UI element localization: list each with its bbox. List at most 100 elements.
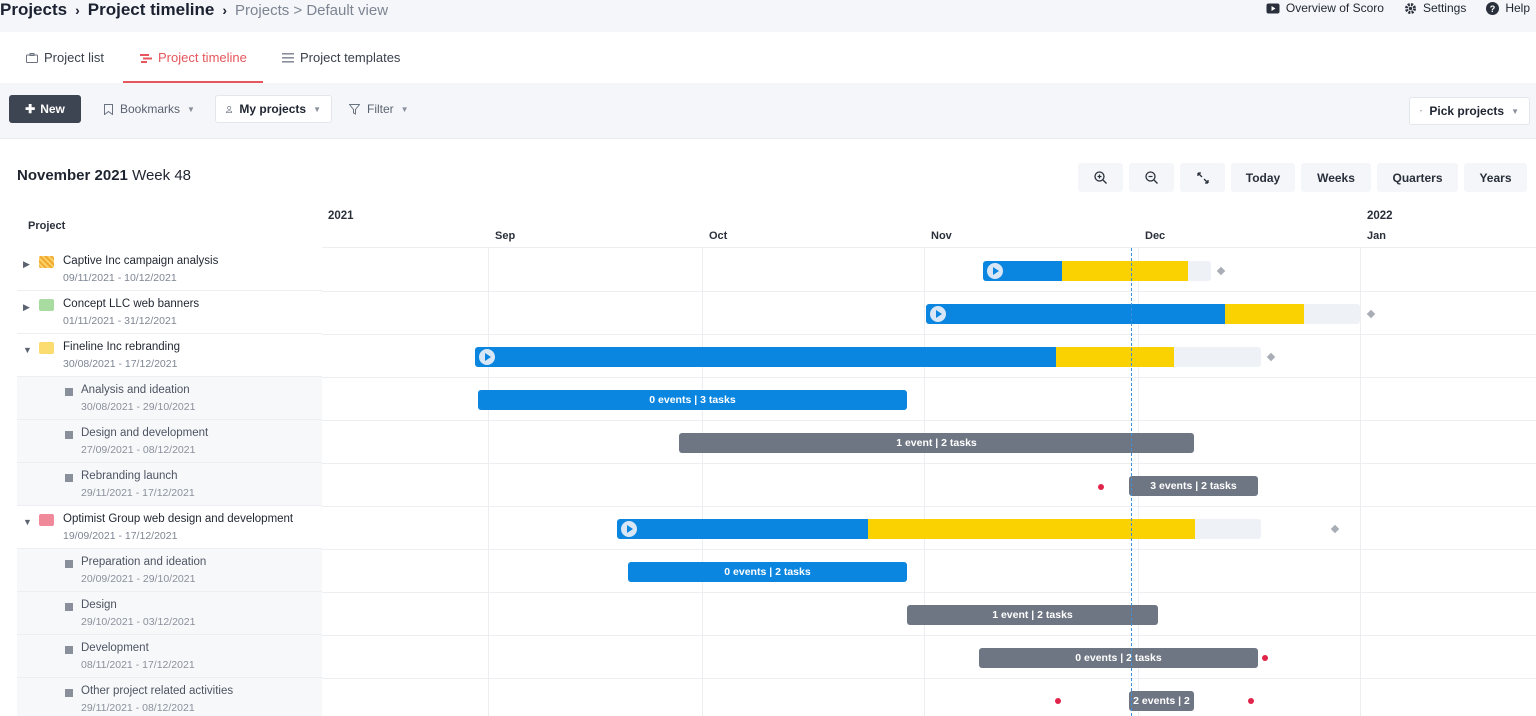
collapse-arrow-icon[interactable]: ▼ — [23, 345, 32, 355]
timeline-header: 2021 2022 Sep Oct Nov Dec Jan — [322, 205, 1536, 248]
bar-done-segment — [926, 304, 1225, 324]
settings-link[interactable]: Settings — [1404, 1, 1466, 15]
active-tab-indicator — [123, 81, 263, 83]
zoom-in-button[interactable] — [1078, 163, 1123, 192]
tab-bar: Project list Project timeline Project te… — [0, 32, 1536, 83]
phase-bar[interactable]: 0 events | 2 tasks — [628, 562, 907, 582]
event-dot[interactable] — [1098, 484, 1104, 490]
phase-row[interactable]: Analysis and ideation 30/08/2021 - 29/10… — [17, 377, 322, 420]
breadcrumb-current: Project timeline — [87, 0, 215, 19]
bar-done-segment — [475, 347, 1056, 367]
row-separator — [322, 549, 1536, 550]
tab-project-timeline[interactable]: Project timeline — [123, 32, 263, 83]
tab-label: Project templates — [300, 50, 401, 65]
expand-arrow-icon[interactable]: ▶ — [23, 259, 30, 269]
today-button[interactable]: Today — [1231, 163, 1295, 192]
project-bar-fineline[interactable] — [475, 347, 1261, 367]
row-title[interactable]: Preparation and ideation — [81, 556, 207, 568]
row-title[interactable]: Concept LLC web banners — [63, 298, 200, 310]
bookmarks-dropdown[interactable]: Bookmarks ▼ — [94, 95, 205, 123]
row-dates: 20/09/2021 - 29/10/2021 — [81, 573, 196, 585]
chevron-down-icon: ▼ — [1511, 106, 1519, 116]
row-title[interactable]: Other project related activities — [81, 685, 234, 697]
row-title[interactable]: Optimist Group web design and developmen… — [63, 513, 294, 525]
weeks-button[interactable]: Weeks — [1301, 163, 1371, 192]
fit-to-screen-button[interactable] — [1180, 163, 1225, 192]
project-bar-concept[interactable] — [926, 304, 1360, 324]
row-title[interactable]: Rebranding launch — [81, 470, 178, 482]
milestone-icon[interactable] — [1366, 309, 1376, 319]
my-projects-dropdown[interactable]: My projects ▼ — [215, 95, 332, 123]
row-title[interactable]: Development — [81, 642, 149, 654]
row-separator — [322, 506, 1536, 507]
row-separator — [322, 463, 1536, 464]
overview-link[interactable]: Overview of Scoro — [1266, 1, 1384, 15]
tab-project-templates[interactable]: Project templates — [282, 32, 400, 83]
project-bar-captive[interactable] — [983, 261, 1211, 281]
timeline-area[interactable]: 2021 2022 Sep Oct Nov Dec Jan — [322, 205, 1536, 716]
row-title[interactable]: Design — [81, 599, 117, 611]
bar-done-segment — [983, 261, 1062, 281]
milestone-icon[interactable] — [1216, 266, 1226, 276]
row-separator — [322, 592, 1536, 593]
phase-bar[interactable]: 3 events | 2 tasks — [1129, 476, 1258, 496]
bookmark-icon — [104, 103, 113, 115]
years-button[interactable]: Years — [1464, 163, 1527, 192]
project-bar-optimist[interactable] — [617, 519, 1261, 539]
chevron-down-icon: ▼ — [187, 104, 195, 114]
project-color-icon — [39, 342, 54, 354]
phase-row[interactable]: Other project related activities 29/11/2… — [17, 678, 322, 716]
phase-row[interactable]: Rebranding launch 29/11/2021 - 17/12/202… — [17, 463, 322, 506]
event-dot[interactable] — [1055, 698, 1061, 704]
phase-row[interactable]: Preparation and ideation 20/09/2021 - 29… — [17, 549, 322, 592]
breadcrumb-root[interactable]: Projects — [0, 0, 68, 19]
phase-row[interactable]: Design 29/10/2021 - 03/12/2021 — [17, 592, 322, 635]
phase-bar[interactable]: 2 events | 2 — [1129, 691, 1194, 711]
row-separator — [322, 334, 1536, 335]
play-icon[interactable] — [621, 521, 637, 537]
expand-arrow-icon[interactable]: ▶ — [23, 302, 30, 312]
phase-row[interactable]: Development 08/11/2021 - 17/12/2021 — [17, 635, 322, 678]
phase-bar[interactable]: 0 events | 3 tasks — [478, 390, 907, 410]
zoom-out-icon — [1145, 171, 1158, 184]
row-title[interactable]: Fineline Inc rebranding — [63, 341, 180, 353]
month-label: Oct — [709, 230, 728, 242]
phase-icon — [65, 603, 73, 611]
project-row-fineline[interactable]: ▼ Fineline Inc rebranding 30/08/2021 - 1… — [17, 334, 322, 377]
filter-dropdown[interactable]: Filter ▼ — [339, 95, 419, 123]
milestone-icon[interactable] — [1330, 524, 1340, 534]
phase-bar[interactable]: 1 event | 2 tasks — [679, 433, 1194, 453]
help-label: Help — [1505, 1, 1530, 15]
help-link[interactable]: ? Help — [1486, 1, 1530, 15]
event-dot[interactable] — [1262, 655, 1268, 661]
project-row-captive[interactable]: ▶ Captive Inc campaign analysis 09/11/20… — [17, 248, 322, 291]
phase-bar[interactable]: 1 event | 2 tasks — [907, 605, 1158, 625]
play-icon[interactable] — [930, 306, 946, 322]
phase-row[interactable]: Design and development 27/09/2021 - 08/1… — [17, 420, 322, 463]
milestone-icon[interactable] — [1266, 352, 1276, 362]
play-icon[interactable] — [479, 349, 495, 365]
row-title[interactable]: Analysis and ideation — [81, 384, 190, 396]
pick-projects-dropdown[interactable]: Pick projects ▼ — [1409, 97, 1530, 125]
breadcrumb-view[interactable]: Projects > Default view — [235, 1, 389, 19]
briefcase-icon — [26, 52, 38, 63]
filter-icon — [349, 103, 360, 115]
row-title[interactable]: Captive Inc campaign analysis — [63, 255, 219, 267]
collapse-arrow-icon[interactable]: ▼ — [23, 517, 32, 527]
phase-bar[interactable]: 0 events | 2 tasks — [979, 648, 1258, 668]
zoom-out-button[interactable] — [1129, 163, 1174, 192]
quarters-button[interactable]: Quarters — [1377, 163, 1458, 192]
project-row-concept[interactable]: ▶ Concept LLC web banners 01/11/2021 - 3… — [17, 291, 322, 334]
row-title[interactable]: Design and development — [81, 427, 209, 439]
tab-project-list[interactable]: Project list — [26, 32, 104, 83]
row-separator — [322, 420, 1536, 421]
row-dates: 19/09/2021 - 17/12/2021 — [63, 530, 178, 542]
play-icon[interactable] — [987, 263, 1003, 279]
project-color-icon — [39, 256, 54, 268]
project-row-optimist[interactable]: ▼ Optimist Group web design and developm… — [17, 506, 322, 549]
new-button[interactable]: ✚ New — [9, 95, 81, 123]
event-dot[interactable] — [1248, 698, 1254, 704]
today-marker — [1131, 248, 1132, 716]
bookmarks-label: Bookmarks — [120, 102, 181, 116]
month-gridline — [488, 248, 489, 716]
